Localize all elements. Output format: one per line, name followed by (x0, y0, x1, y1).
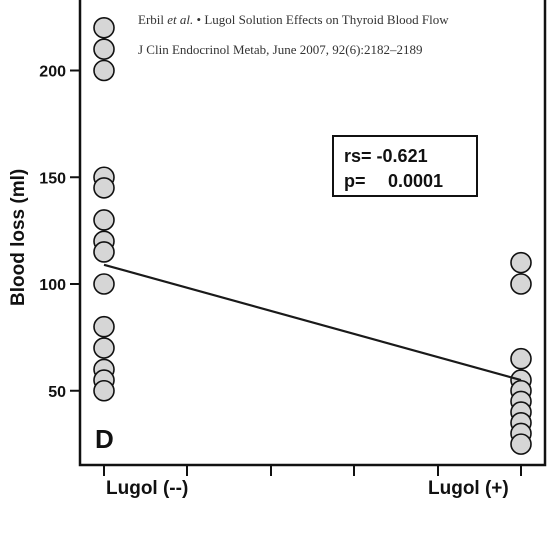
x-category-label-lugol-plus: Lugol (+) (428, 478, 509, 499)
data-point-lugol-minus-2 (93, 59, 115, 82)
data-point-lugol-minus-1 (93, 38, 115, 60)
data-point-lugol-minus-9 (93, 315, 115, 338)
y-tick-label-100: 100 (39, 277, 66, 294)
data-point-lugol-plus-9 (510, 433, 532, 455)
citation-authors: Erbil (138, 12, 164, 27)
data-point-lugol-minus-13 (93, 379, 115, 402)
citation-title: Lugol Solution Effects on Thyroid Blood … (204, 12, 449, 27)
p-row: p= 0.0001 (344, 171, 443, 192)
data-point-lugol-plus-1 (510, 273, 532, 295)
plot-frame (78, 0, 547, 467)
data-point-lugol-minus-0 (93, 16, 115, 39)
data-points (93, 16, 532, 455)
axes (78, 0, 547, 467)
statistics-box: rs= -0.621 p= 0.0001 (332, 135, 478, 197)
data-point-lugol-minus-7 (93, 241, 115, 263)
x-category-label-lugol-minus: Lugol (--) (106, 478, 189, 499)
regression-line (103, 263, 522, 382)
y-tick-label-200: 200 (39, 64, 66, 81)
rs-label: rs= (344, 146, 372, 166)
data-point-lugol-minus-8 (93, 273, 115, 295)
citation-line-1: Erbil et al. • Lugol Solution Effects on… (138, 12, 518, 28)
citation-bullet: • (196, 12, 202, 27)
data-point-lugol-minus-10 (93, 337, 115, 359)
data-point-lugol-plus-0 (510, 251, 532, 274)
data-point-lugol-plus-2 (510, 347, 532, 370)
p-value: 0.0001 (388, 171, 444, 191)
axis-ticks: 50 100 150 200 (39, 64, 522, 476)
panel-label: D (95, 424, 114, 454)
data-point-lugol-minus-5 (93, 209, 115, 231)
rs-value: -0.621 (376, 146, 428, 166)
citation-etal: et al. (167, 12, 194, 27)
y-tick-label-150: 150 (39, 170, 66, 187)
citation-journal: J Clin Endocrinol Metab, June 2007, 92(6… (138, 42, 423, 57)
data-point-lugol-minus-4 (93, 177, 115, 199)
regression-line-group (103, 263, 522, 382)
rs-row: rs= -0.621 (344, 146, 428, 167)
p-label: p= (344, 171, 366, 191)
y-tick-label-50: 50 (48, 384, 66, 401)
y-axis-label: Blood loss (ml) (8, 168, 29, 306)
